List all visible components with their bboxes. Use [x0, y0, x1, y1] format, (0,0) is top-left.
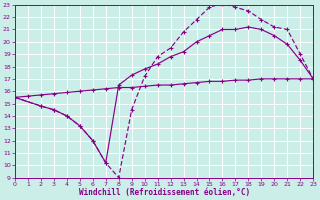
X-axis label: Windchill (Refroidissement éolien,°C): Windchill (Refroidissement éolien,°C) [78, 188, 250, 197]
